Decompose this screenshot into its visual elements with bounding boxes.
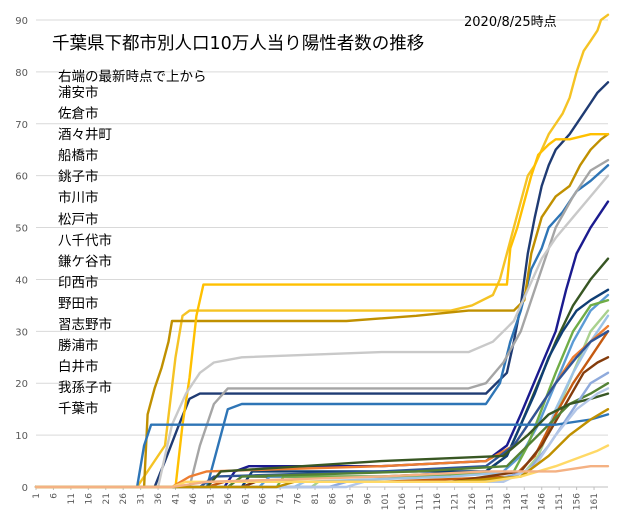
ranking-list: 浦安市 佐倉市 酒々井町 船橋市 銚子市 市川市 松戸市 八千代市 鎌ケ谷市 印… — [58, 83, 112, 421]
y-tick-label: 30 — [15, 327, 28, 338]
ranking-item: 我孫子市 — [58, 380, 112, 397]
x-tick-label: 136 — [503, 493, 513, 510]
y-tick-label: 40 — [15, 275, 28, 286]
x-tick-label: 11 — [67, 493, 77, 504]
series-line — [34, 174, 610, 489]
x-tick-label: 116 — [433, 493, 443, 510]
x-tick-label: 66 — [259, 493, 269, 505]
x-tick-label: 106 — [398, 493, 408, 510]
ranking-item: 浦安市 — [58, 85, 99, 101]
series-lines — [34, 13, 610, 489]
series-line — [34, 133, 610, 489]
x-tick-label: 81 — [311, 493, 321, 504]
series-line — [34, 314, 610, 489]
ranking-item: 習志野市 — [58, 317, 112, 334]
ranking-item: 八千代市 — [58, 232, 112, 249]
y-tick-label: 80 — [15, 68, 28, 79]
x-tick-label: 31 — [137, 493, 147, 504]
x-tick-label: 91 — [346, 493, 356, 504]
ranking-item: 白井市 — [58, 359, 99, 376]
ranking-item: 船橋市 — [58, 148, 99, 165]
ranking-item: 酒々井町 — [58, 127, 112, 144]
x-tick-label: 111 — [416, 493, 426, 510]
series-line — [34, 356, 610, 489]
y-tick-label: 60 — [15, 172, 28, 183]
x-tick-label: 121 — [451, 493, 461, 510]
ranking-item: 市川市 — [58, 190, 99, 207]
x-tick-label: 151 — [555, 493, 565, 510]
date-stamp: 2020/8/25時点 — [464, 15, 557, 30]
series-line — [34, 413, 610, 489]
ranking-item: 鎌ケ谷市 — [58, 253, 112, 270]
series-line — [34, 309, 610, 489]
y-tick-label: 20 — [15, 379, 28, 390]
ranking-item: 銚子市 — [58, 169, 99, 186]
series-line — [34, 13, 610, 489]
y-axis: 0 10 20 30 40 50 60 70 80 90 — [15, 16, 28, 494]
x-tick-label: 6 — [49, 493, 59, 499]
x-tick-label: 61 — [241, 493, 251, 504]
series-line — [34, 133, 610, 489]
x-tick-label: 96 — [363, 493, 373, 505]
x-tick-label: 16 — [84, 493, 94, 505]
x-axis: 1 6 11 16 21 26 31 36 41 46 51 56 61 66 71 76 81 86 91 96 10… — [32, 486, 608, 510]
x-tick-label: 26 — [119, 493, 129, 505]
y-tick-label: 50 — [15, 224, 28, 235]
x-tick-label: 46 — [189, 493, 199, 505]
ranking-item: 印西市 — [58, 274, 99, 291]
x-tick-label: 41 — [172, 493, 182, 504]
ranking-item: 野田市 — [58, 295, 99, 312]
x-tick-label: 146 — [538, 493, 548, 510]
y-tick-label: 90 — [15, 16, 28, 27]
series-line — [34, 444, 610, 489]
series-line — [34, 324, 610, 489]
x-tick-label: 141 — [520, 493, 530, 510]
x-tick-label: 36 — [154, 493, 164, 505]
x-tick-label: 56 — [224, 493, 234, 505]
x-tick-label: 131 — [485, 493, 495, 510]
x-tick-label: 76 — [294, 493, 304, 505]
x-tick-label: 21 — [102, 493, 112, 504]
gridlines — [36, 19, 608, 488]
series-line — [34, 200, 610, 489]
x-tick-label: 86 — [328, 493, 338, 505]
y-tick-label: 0 — [22, 483, 28, 494]
ranking-item: 松戸市 — [58, 211, 99, 228]
x-tick-label: 1 — [32, 493, 42, 499]
ranking-item: 佐倉市 — [58, 106, 99, 123]
x-tick-label: 126 — [468, 493, 478, 510]
y-tick-label: 70 — [15, 120, 28, 131]
ranking-heading: 右端の最新時点で上から — [58, 69, 207, 85]
ranking-item: 千葉市 — [58, 401, 99, 418]
x-tick-label: 101 — [381, 493, 391, 510]
x-tick-label: 51 — [206, 493, 216, 504]
series-line — [34, 392, 610, 489]
chart-title: 千葉県下都市別人口10万人当り陽性者数の推移 — [52, 34, 425, 54]
x-tick-label: 71 — [276, 493, 286, 504]
x-tick-label: 156 — [573, 493, 583, 510]
ranking-item: 勝浦市 — [58, 338, 99, 355]
y-tick-label: 10 — [15, 431, 28, 442]
x-tick-label: 161 — [590, 493, 600, 510]
series-line — [34, 465, 610, 489]
